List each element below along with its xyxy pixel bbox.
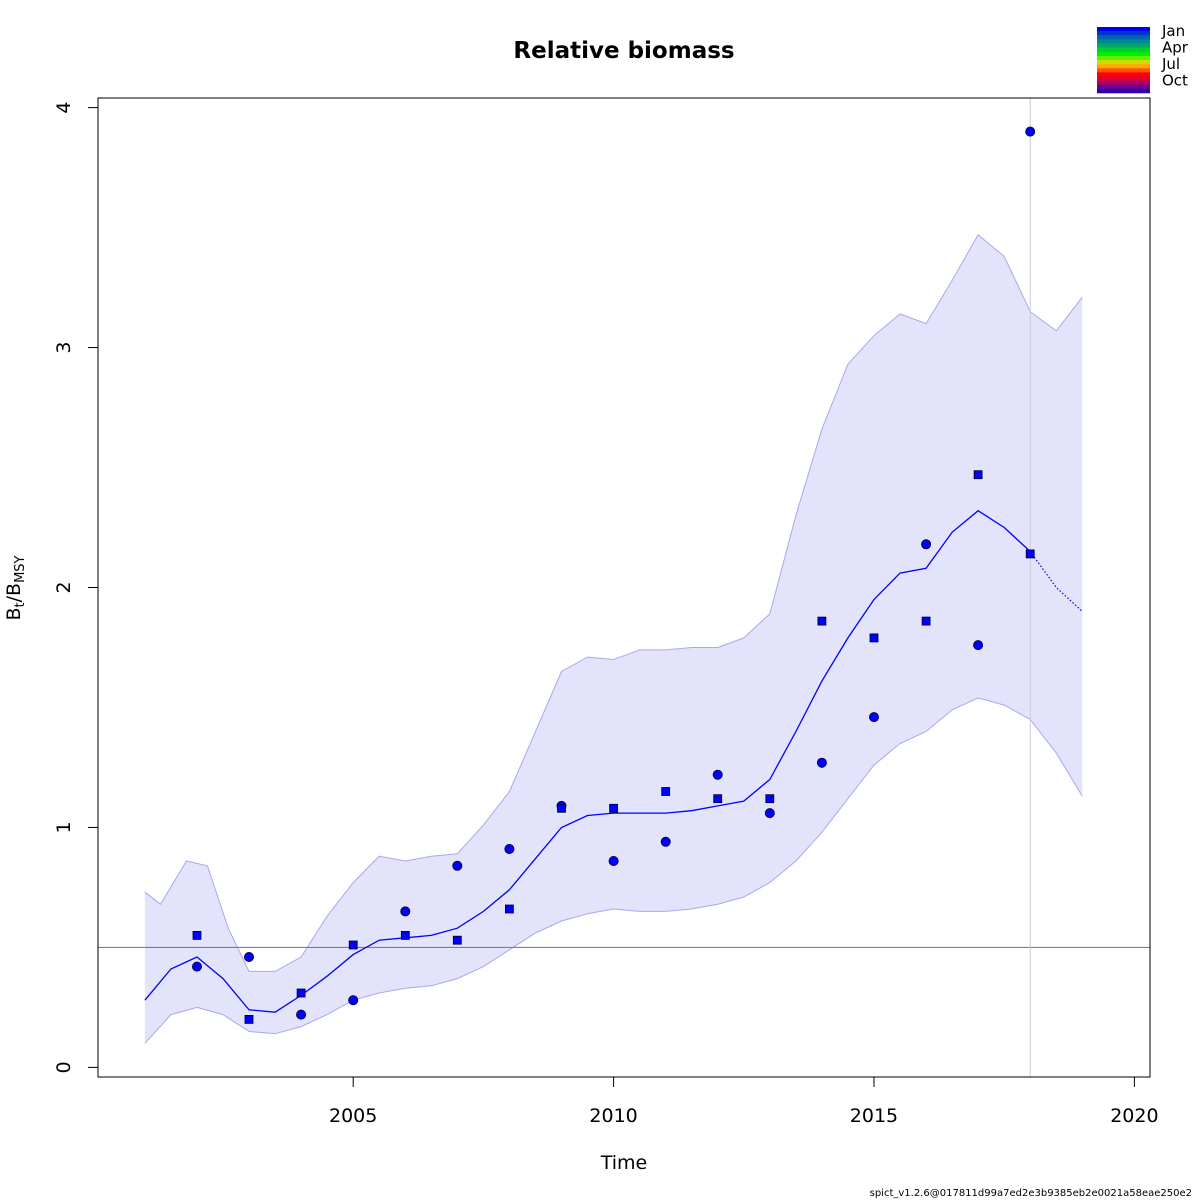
observation-point-square <box>661 787 671 796</box>
observation-point-circle <box>400 906 411 917</box>
observation-point-square <box>609 803 618 813</box>
observations-circle-series <box>191 126 1036 1020</box>
season-color-swatch <box>1097 72 1150 77</box>
season-color-swatch <box>1097 68 1150 73</box>
observation-point-square <box>296 988 306 998</box>
season-color-swatch <box>1097 60 1150 65</box>
season-legend-label: Jan <box>1161 22 1185 40</box>
y-tick-label: 1 <box>53 821 75 833</box>
season-color-swatch <box>1097 55 1150 61</box>
season-color-swatch <box>1097 80 1150 86</box>
observation-point-square <box>504 904 514 914</box>
season-color-swatch <box>1097 47 1150 53</box>
season-color-swatch <box>1097 39 1150 44</box>
y-tick-label: 2 <box>53 581 75 593</box>
observation-point-circle <box>348 995 359 1006</box>
observation-point-circle <box>869 712 880 723</box>
season-color-swatch <box>1097 43 1150 48</box>
observation-point-square <box>817 616 827 626</box>
season-legend-label: Apr <box>1162 39 1189 57</box>
season-color-swatch <box>1097 31 1150 36</box>
y-axis: 0 1 2 3 4 <box>53 102 99 1073</box>
x-tick-label: 2010 <box>589 1105 637 1127</box>
season-color-swatch <box>1097 27 1150 32</box>
observation-point-circle <box>191 961 202 972</box>
observation-point-circle <box>296 1009 307 1020</box>
observation-point-square <box>557 803 566 813</box>
svg-text:Bt/BMSY: Bt/BMSY <box>3 555 28 620</box>
observations-square-series <box>192 470 1035 1024</box>
observation-point-square <box>244 1015 254 1024</box>
observation-point-circle <box>764 808 775 819</box>
observation-point-square <box>1025 549 1035 559</box>
observation-point-circle <box>660 836 671 847</box>
observation-point-circle <box>243 952 254 963</box>
observation-point-circle <box>504 844 515 855</box>
season-color-swatch <box>1097 35 1150 40</box>
observation-point-square <box>765 794 775 804</box>
x-tick-label: 2015 <box>850 1105 898 1127</box>
observation-point-square <box>400 931 410 940</box>
observation-point-circle <box>452 860 463 871</box>
observation-point-square <box>973 470 983 480</box>
observation-point-square <box>869 633 879 643</box>
observation-point-square <box>348 940 358 950</box>
x-tick-label: 2020 <box>1110 1105 1158 1127</box>
y-axis-label: Bt/BMSY <box>3 555 28 620</box>
observation-point-circle <box>921 539 932 550</box>
version-footer: spict_v1.2.6@017811d99a7ed2e3b9385eb2e00… <box>870 1188 1192 1199</box>
y-tick-label: 3 <box>53 342 75 354</box>
observation-point-circle <box>1025 126 1036 137</box>
season-color-swatch <box>1097 76 1150 81</box>
season-color-swatch <box>1097 51 1150 57</box>
x-tick-label: 2005 <box>329 1105 377 1127</box>
season-legend-label: Oct <box>1162 72 1188 90</box>
confidence-upper-edge <box>144 234 1083 972</box>
chart-title: Relative biomass <box>513 38 734 64</box>
observation-point-square <box>921 616 931 626</box>
confidence-lower-edge <box>144 697 1083 1044</box>
season-color-swatch <box>1097 84 1150 90</box>
observation-point-circle <box>712 769 723 780</box>
confidence-band <box>144 234 1083 1044</box>
observation-point-circle <box>816 757 827 768</box>
y-tick-label: 4 <box>53 102 75 114</box>
forecast-line <box>1029 551 1083 612</box>
observation-point-circle <box>973 640 984 651</box>
season-legend-label: Jul <box>1161 55 1180 73</box>
observation-point-circle <box>608 856 619 867</box>
season-color-swatch <box>1097 64 1150 69</box>
observation-point-square <box>192 931 202 940</box>
x-axis-label: Time <box>600 1152 648 1174</box>
x-axis: 2005 2010 2015 2020 <box>329 1076 1159 1127</box>
observation-point-square <box>713 794 723 804</box>
y-tick-label: 0 <box>53 1061 75 1073</box>
season-color-swatch <box>1097 88 1150 94</box>
estimate-line <box>144 509 1031 1013</box>
observation-point-square <box>452 935 462 945</box>
